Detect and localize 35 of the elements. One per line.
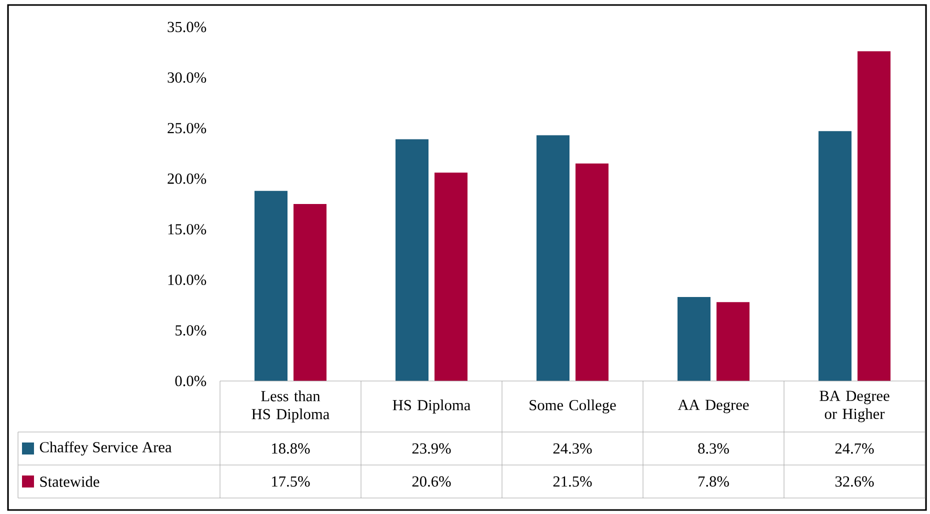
data-label: 23.9% — [412, 443, 451, 454]
bar — [818, 131, 852, 381]
data-label: 32.6% — [835, 476, 874, 487]
bar — [678, 297, 711, 381]
bar — [434, 172, 468, 381]
bar — [576, 164, 609, 381]
y-tick-label: 25.0% — [168, 122, 206, 134]
data-label: 8.3% — [698, 443, 729, 454]
bar — [294, 204, 327, 381]
y-tick-label: 35.0% — [168, 22, 206, 32]
data-label: 20.6% — [412, 476, 451, 487]
y-tick-label: 30.0% — [168, 72, 206, 83]
data-label: 21.5% — [553, 476, 592, 487]
x-tick-label: HS Diploma — [392, 400, 470, 414]
data-label: 17.5% — [272, 476, 310, 487]
y-tick-label: 0.0% — [175, 376, 206, 386]
x-tick-label: BA Degree or Higher — [820, 390, 890, 422]
data-label: 7.8% — [698, 476, 729, 487]
bar — [536, 135, 570, 381]
bar — [716, 302, 750, 381]
data-label: 24.7% — [835, 443, 874, 454]
data-label: 24.3% — [553, 443, 592, 454]
y-tick-label: 20.0% — [168, 174, 206, 184]
bar — [396, 139, 429, 381]
legend-label: Chaffey Service Area — [40, 441, 172, 456]
y-tick-label: 10.0% — [168, 274, 206, 286]
data-label: 18.8% — [272, 443, 310, 454]
x-tick-label: Some College — [530, 400, 616, 414]
y-tick-label: 5.0% — [176, 325, 206, 336]
legend-label: Statewide — [40, 476, 100, 487]
x-tick-label: AA Degree — [678, 400, 749, 414]
y-tick-label: 15.0% — [168, 224, 206, 234]
bar — [858, 51, 891, 381]
bar — [254, 190, 288, 381]
x-tick-label: Less than HS Diploma — [252, 390, 330, 422]
